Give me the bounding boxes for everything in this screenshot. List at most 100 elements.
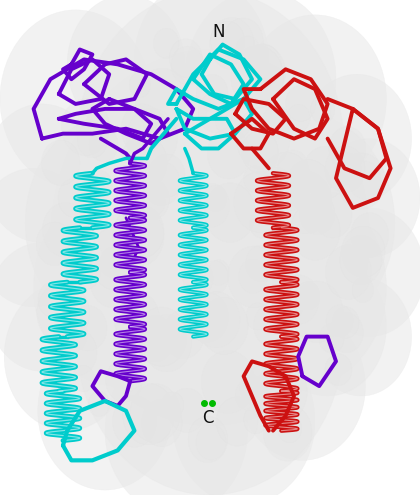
Circle shape	[76, 178, 344, 495]
Circle shape	[0, 168, 92, 307]
Circle shape	[223, 18, 263, 65]
Circle shape	[121, 135, 167, 190]
Circle shape	[286, 86, 316, 121]
Circle shape	[244, 166, 266, 193]
Circle shape	[254, 302, 292, 347]
Circle shape	[272, 265, 299, 297]
Circle shape	[277, 275, 319, 325]
Circle shape	[210, 17, 254, 70]
Circle shape	[38, 332, 172, 490]
Circle shape	[196, 74, 228, 112]
Circle shape	[149, 154, 185, 197]
Circle shape	[269, 257, 386, 396]
Circle shape	[188, 416, 228, 463]
Circle shape	[303, 146, 348, 199]
Circle shape	[329, 313, 363, 352]
Circle shape	[163, 310, 205, 358]
Circle shape	[218, 188, 386, 386]
Circle shape	[110, 253, 133, 282]
Circle shape	[278, 415, 302, 443]
Circle shape	[192, 183, 230, 228]
Circle shape	[121, 104, 164, 154]
Circle shape	[291, 281, 343, 343]
Circle shape	[42, 202, 89, 258]
Circle shape	[126, 108, 177, 168]
Circle shape	[113, 396, 157, 447]
Circle shape	[37, 282, 89, 344]
Circle shape	[338, 153, 385, 209]
Circle shape	[319, 324, 344, 353]
Circle shape	[216, 397, 258, 446]
Circle shape	[260, 167, 293, 206]
Circle shape	[134, 0, 269, 139]
Circle shape	[123, 384, 175, 445]
Circle shape	[89, 227, 144, 290]
Circle shape	[0, 10, 151, 188]
Circle shape	[236, 36, 260, 64]
Circle shape	[77, 122, 108, 158]
Circle shape	[287, 104, 310, 132]
Circle shape	[246, 245, 276, 282]
Circle shape	[228, 246, 280, 308]
Circle shape	[88, 391, 110, 416]
Circle shape	[100, 248, 125, 277]
Circle shape	[105, 346, 248, 495]
Circle shape	[311, 96, 335, 124]
Circle shape	[249, 210, 273, 238]
Circle shape	[34, 188, 202, 386]
Circle shape	[116, 186, 139, 212]
Circle shape	[186, 293, 228, 342]
Circle shape	[171, 46, 204, 85]
Circle shape	[263, 404, 312, 461]
Circle shape	[59, 69, 361, 426]
Circle shape	[162, 392, 184, 418]
Circle shape	[153, 28, 179, 58]
Circle shape	[25, 114, 210, 332]
Circle shape	[290, 202, 340, 260]
Circle shape	[135, 68, 189, 132]
Circle shape	[207, 128, 250, 179]
Circle shape	[256, 362, 307, 422]
Circle shape	[58, 329, 97, 376]
Circle shape	[315, 208, 420, 337]
Circle shape	[113, 206, 164, 267]
Circle shape	[144, 111, 165, 137]
Circle shape	[326, 305, 353, 337]
Circle shape	[90, 253, 136, 308]
Circle shape	[231, 46, 284, 108]
Circle shape	[242, 131, 278, 173]
Circle shape	[196, 424, 226, 460]
Circle shape	[200, 260, 228, 294]
Circle shape	[76, 0, 344, 307]
Circle shape	[248, 364, 281, 402]
Circle shape	[68, 305, 107, 351]
Circle shape	[352, 277, 373, 302]
Circle shape	[192, 292, 240, 348]
Circle shape	[349, 161, 381, 199]
Circle shape	[340, 236, 382, 285]
Circle shape	[92, 109, 328, 386]
Circle shape	[172, 337, 315, 495]
Circle shape	[88, 171, 112, 199]
Circle shape	[54, 314, 87, 353]
Circle shape	[239, 312, 365, 460]
Circle shape	[205, 183, 255, 243]
Circle shape	[130, 384, 180, 443]
Circle shape	[36, 222, 73, 266]
Circle shape	[0, 104, 101, 243]
Circle shape	[67, 0, 185, 134]
Circle shape	[198, 92, 233, 133]
Circle shape	[129, 72, 151, 98]
Circle shape	[114, 292, 160, 346]
Circle shape	[325, 146, 365, 193]
Circle shape	[210, 114, 395, 332]
Circle shape	[142, 399, 182, 447]
Circle shape	[296, 282, 320, 310]
Circle shape	[179, 96, 207, 128]
Circle shape	[136, 307, 187, 366]
Circle shape	[313, 193, 352, 238]
Circle shape	[58, 178, 92, 218]
Circle shape	[143, 161, 181, 206]
Circle shape	[244, 406, 268, 434]
Circle shape	[170, 39, 202, 77]
